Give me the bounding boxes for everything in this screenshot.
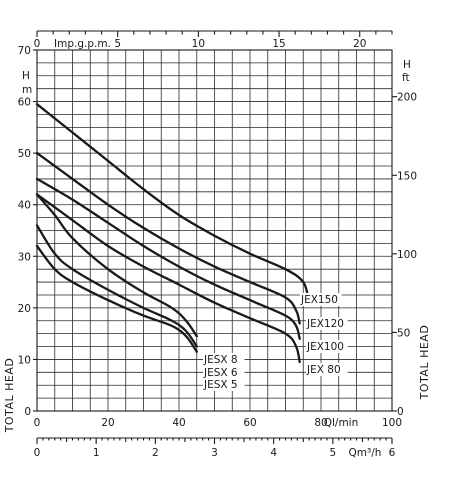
series-label-jex80: JEX 80 [306,364,341,376]
bottom-axis-tick-label: 100 [382,417,402,429]
curve-jex80 [35,193,301,364]
curve-jex120 [35,151,301,325]
plot-border [36,49,393,412]
series-label-bg [306,363,348,376]
left-axis-unit-symbol: H [22,70,30,82]
series-label-bg [203,378,245,391]
top-axis-tick-label: 5 [114,38,121,50]
right-axis-unit: ft [402,72,410,84]
series-label-jex100: JEX100 [306,341,344,353]
bottom-m3h-tick-label: 0 [34,447,41,459]
series-label-bg [300,293,342,306]
curve-jex150 [35,103,310,302]
right-axis-tick-label: 0 [397,406,404,418]
series-label-jesx6: JESX 6 [203,367,238,379]
left-axis-tick-label: 30 [18,251,31,263]
right-axis-tick-label: 200 [397,92,417,104]
left-axis-tick-label: 50 [18,148,31,160]
series-label-bg [306,340,348,353]
curve-jesx6 [35,224,198,348]
bottom-m3h-unit-label: Qm³/h [349,447,382,459]
left-axis-tick-label: 10 [18,354,31,366]
curve-jex100 [35,177,301,340]
bottom-axis-tick-label: 0 [34,417,41,429]
series-label-jex150: JEX150 [300,294,338,306]
right-axis-tick-label: 50 [397,327,410,339]
bottom-axis-tick-label: 80 [314,417,327,429]
bottom-axis-unit-label: Ql/min [324,417,359,429]
top-axis-tick-label: 10 [192,38,205,50]
series-label-bg [306,317,348,330]
bottom-m3h-tick-label: 4 [270,447,277,459]
left-axis-tick-label: 70 [18,45,31,57]
curves [35,103,310,364]
left-axis-tick-label: 60 [18,97,31,109]
series-label-bg [203,366,245,379]
bottom-m3h-tick-label: 3 [211,447,218,459]
right-axis-tick-label: 150 [397,170,417,182]
plot-frame [33,30,397,444]
bottom-axis-tick-label: 40 [172,417,185,429]
bottom-axis-tick-label: 20 [101,417,114,429]
curve-jesx8 [35,193,198,338]
right-axis-tick-label: 100 [397,249,417,261]
left-axis-tick-label: 20 [18,303,31,315]
top-axis-tick-label: 20 [353,38,366,50]
series-label-bg [203,353,245,366]
series-label-jesx8: JESX 8 [203,354,238,366]
bottom-m3h-tick-label: 6 [389,447,396,459]
right-axis-unit-symbol: H [403,59,411,71]
top-axis-tick-label: 15 [272,38,285,50]
top-axis-unit-label: Imp.g.p.m. [54,38,111,50]
top-axis-tick-label: 0 [34,38,41,50]
curve-jesx5 [35,244,198,353]
bottom-axis-tick-label: 60 [243,417,256,429]
series-label-jesx5: JESX 5 [203,379,238,391]
left-axis-tick-label: 40 [18,200,31,212]
bottom-m3h-tick-label: 1 [93,447,100,459]
bottom-m3h-tick-label: 5 [329,447,336,459]
series-label-jex120: JEX120 [306,318,344,330]
right-axis-title: TOTAL HEAD [418,325,431,401]
bottom-m3h-tick-label: 2 [152,447,159,459]
left-axis-tick-label: 0 [24,406,31,418]
left-axis-unit: m [22,84,32,96]
left-axis-title: TOTAL HEAD [3,358,16,434]
labels: 0 5 10 15 20Imp.g.p.m.010203040506070HmTOTAL… [3,38,431,459]
